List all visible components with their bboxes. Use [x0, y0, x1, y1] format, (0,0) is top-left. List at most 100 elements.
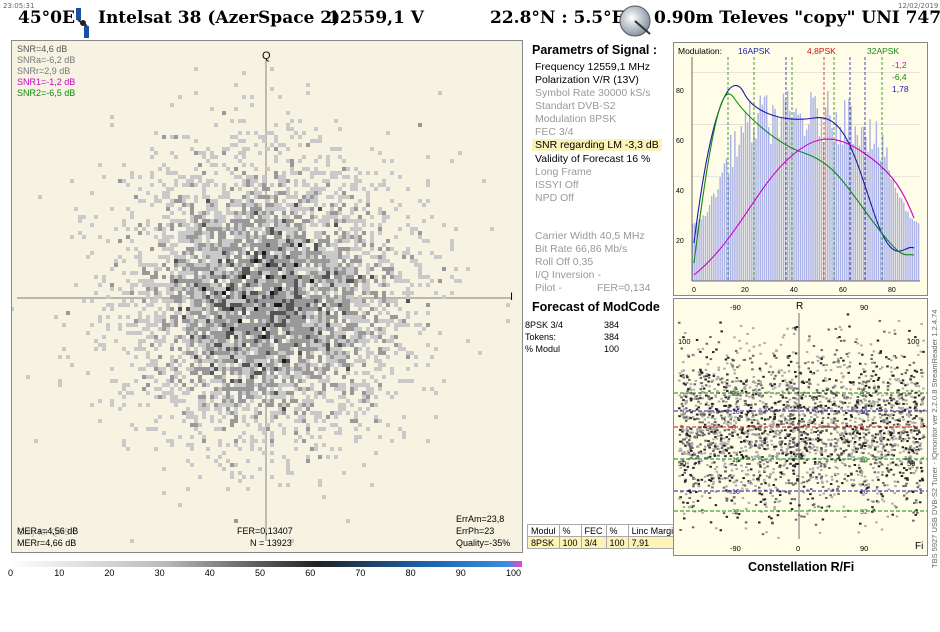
param-fec: FEC 3/4 — [535, 126, 574, 138]
rfi-ring-label: 16 — [732, 409, 740, 416]
sample-count: N = 13923 — [250, 538, 292, 548]
spectrum-ytick: 40 — [676, 188, 684, 195]
err-phase: ErrPh=23 — [456, 526, 495, 536]
merr-value: MERr=4,66 dB — [17, 538, 77, 548]
rfi-top-tick: -90 — [730, 303, 741, 312]
err-amplitude: ErrAm=23,8 — [456, 514, 505, 524]
rfi-right-tick: 100 — [907, 337, 920, 346]
param-pilot: Pilot - — [535, 282, 562, 294]
param-polarization: Polarization V/R (13V) — [535, 74, 639, 86]
rfi-ring-label: 32 — [860, 391, 868, 398]
spectrum-panel[interactable]: 80 60 40 20 0 20 40 60 80 Modulation: 16APSK 4,8… — [673, 42, 928, 296]
rfi-ring-label: 16 — [732, 489, 740, 496]
rfi-right-tick: 50 — [907, 459, 916, 468]
param-fer: FER=0,134 — [597, 282, 651, 294]
rfi-top-tick: 90 — [860, 303, 869, 312]
rfi-bottom-tick: -90 — [730, 544, 741, 553]
rfi-left-tick: 100 — [678, 337, 691, 346]
snr-readout: 1,78 — [892, 84, 909, 94]
rfi-ring-label: 16 — [732, 457, 740, 464]
spectrum-ytick: 80 — [676, 88, 684, 95]
rfi-ring-label: 32 — [732, 509, 740, 516]
orbital-position: 45°0E — [18, 8, 75, 28]
scale-tick: 10 — [54, 568, 65, 578]
spectrum-xtick: 40 — [790, 287, 798, 294]
param-roll-off: Roll Off 0,35 — [535, 256, 594, 268]
intensity-scale-bar — [10, 561, 522, 567]
spectrum-ytick: 20 — [676, 238, 684, 245]
params-title: Parametrs of Signal : — [532, 43, 658, 57]
rfi-bottom-tick: 90 — [860, 544, 869, 553]
modcode-cell: 100 — [558, 536, 582, 549]
scale-tick: 0 — [8, 568, 14, 578]
rfi-left-tick: 50 — [678, 459, 687, 468]
software-version: TBS 5927 USB DVB-S2 Tuner - IQmonitor ve… — [930, 309, 939, 568]
satellite-icon — [76, 8, 89, 38]
forecast-row-value: 384 — [604, 320, 620, 330]
rfi-caption: Constellation R/Fi — [748, 560, 855, 574]
dish-info: 0.90m Televes "copy" UNI 7475 — [654, 8, 940, 28]
snrr-label: SNRr=2,9 dB — [17, 66, 71, 76]
fi-axis-label: Fi — [915, 541, 924, 552]
param-bit-rate: Bit Rate 66,86 Mb/s — [535, 243, 628, 255]
param-validity: Validity of Forecast 16 % — [535, 153, 651, 165]
dish-icon — [619, 5, 651, 37]
forecast-row-label: % Modul — [525, 344, 561, 354]
scale-tick: 40 — [204, 568, 215, 578]
scale-tick: 50 — [255, 568, 266, 578]
rfi-ring-label: 8 — [732, 425, 736, 432]
scale-tick: 30 — [154, 568, 165, 578]
param-issyi: ISSYI Off — [535, 179, 579, 191]
modcode-header: % — [558, 524, 582, 537]
snr1-readout: -1,2 — [892, 60, 907, 70]
forecast-row-label: Tokens: — [525, 332, 557, 342]
scale-tick: 80 — [405, 568, 416, 578]
snr1-label: SNR1=-1,2 dB — [17, 77, 76, 87]
forecast-row-label: 8PSK 3/4 — [525, 320, 564, 330]
modcode-cell: 100 — [605, 536, 629, 549]
scale-tick: 60 — [305, 568, 316, 578]
rfi-plot: 32 32 16 16 8 8 16 16 16 16 32 32 — [674, 313, 927, 539]
timestamp: 23:05:31 — [3, 2, 35, 10]
only-qpsk-note: Only for QPSK — [17, 527, 77, 537]
forecast-title: Forecast of ModCode — [532, 300, 660, 314]
rfi-ring-label: 16 — [860, 409, 868, 416]
scale-tick: 100 — [506, 568, 522, 578]
snr-label: SNR=4,6 dB — [17, 44, 68, 54]
rfi-bottom-tick: 0 — [796, 544, 801, 553]
quality-value: Quality=-35% — [456, 538, 511, 548]
rfi-ring-label: 16 — [860, 457, 868, 464]
spectrum-ytick: 60 — [676, 138, 684, 145]
mod-8psk-label: 4,8PSK — [807, 46, 836, 56]
param-iq-inversion: I/Q Inversion - — [535, 269, 601, 281]
param-npd: NPD Off — [535, 192, 574, 204]
spectrum-xtick: 80 — [888, 287, 896, 294]
spectrum-xtick: 20 — [741, 287, 749, 294]
forecast-row-value: 100 — [604, 344, 620, 354]
modcode-cell: 3/4 — [580, 536, 607, 549]
r-axis-label: R — [796, 301, 804, 312]
iq-constellation-panel[interactable]: SNR=4,6 dB SNRa=-6,2 dB SNRr=2,9 dB SNR1… — [11, 40, 523, 553]
modcode-cell: 8PSK — [527, 536, 560, 549]
modcode-header: FEC — [580, 524, 607, 537]
param-snr-lm: SNR regarding LM -3,3 dB — [532, 139, 662, 151]
rfi-ring-label: 32 — [732, 391, 740, 398]
satellite-name: Intelsat 38 (AzerSpace 2) — [98, 8, 341, 28]
param-symbol-rate: Symbol Rate 30000 kS/s — [535, 87, 651, 99]
param-frequency: Frequency 12559,1 MHz — [535, 61, 650, 73]
param-long-frame: Long Frame — [535, 166, 592, 178]
forecast-row-value: 384 — [604, 332, 620, 342]
param-standard: Standart DVB-S2 — [535, 100, 616, 112]
modcode-header: Modul — [527, 524, 560, 537]
modulation-label: Modulation: — [678, 46, 722, 56]
rfi-ring-label: 32 — [860, 509, 868, 516]
site-location: 22.8°N : 5.5°E — [490, 8, 625, 28]
rfi-ring-label: 8 — [860, 425, 864, 432]
scale-tick: 20 — [104, 568, 115, 578]
snr2-label: SNR2=-6,5 dB — [17, 88, 76, 98]
mera-value: MERa=4,56 dB — [17, 526, 79, 536]
mod-16apsk-label: 16APSK — [738, 46, 771, 56]
rfi-constellation-panel[interactable]: 32 32 16 16 8 8 16 16 16 16 32 32 R Fi -90 90 -90 0… — [673, 298, 928, 556]
rfi-ring-label: 16 — [860, 489, 868, 496]
spectrum-xtick: 0 — [692, 287, 696, 294]
